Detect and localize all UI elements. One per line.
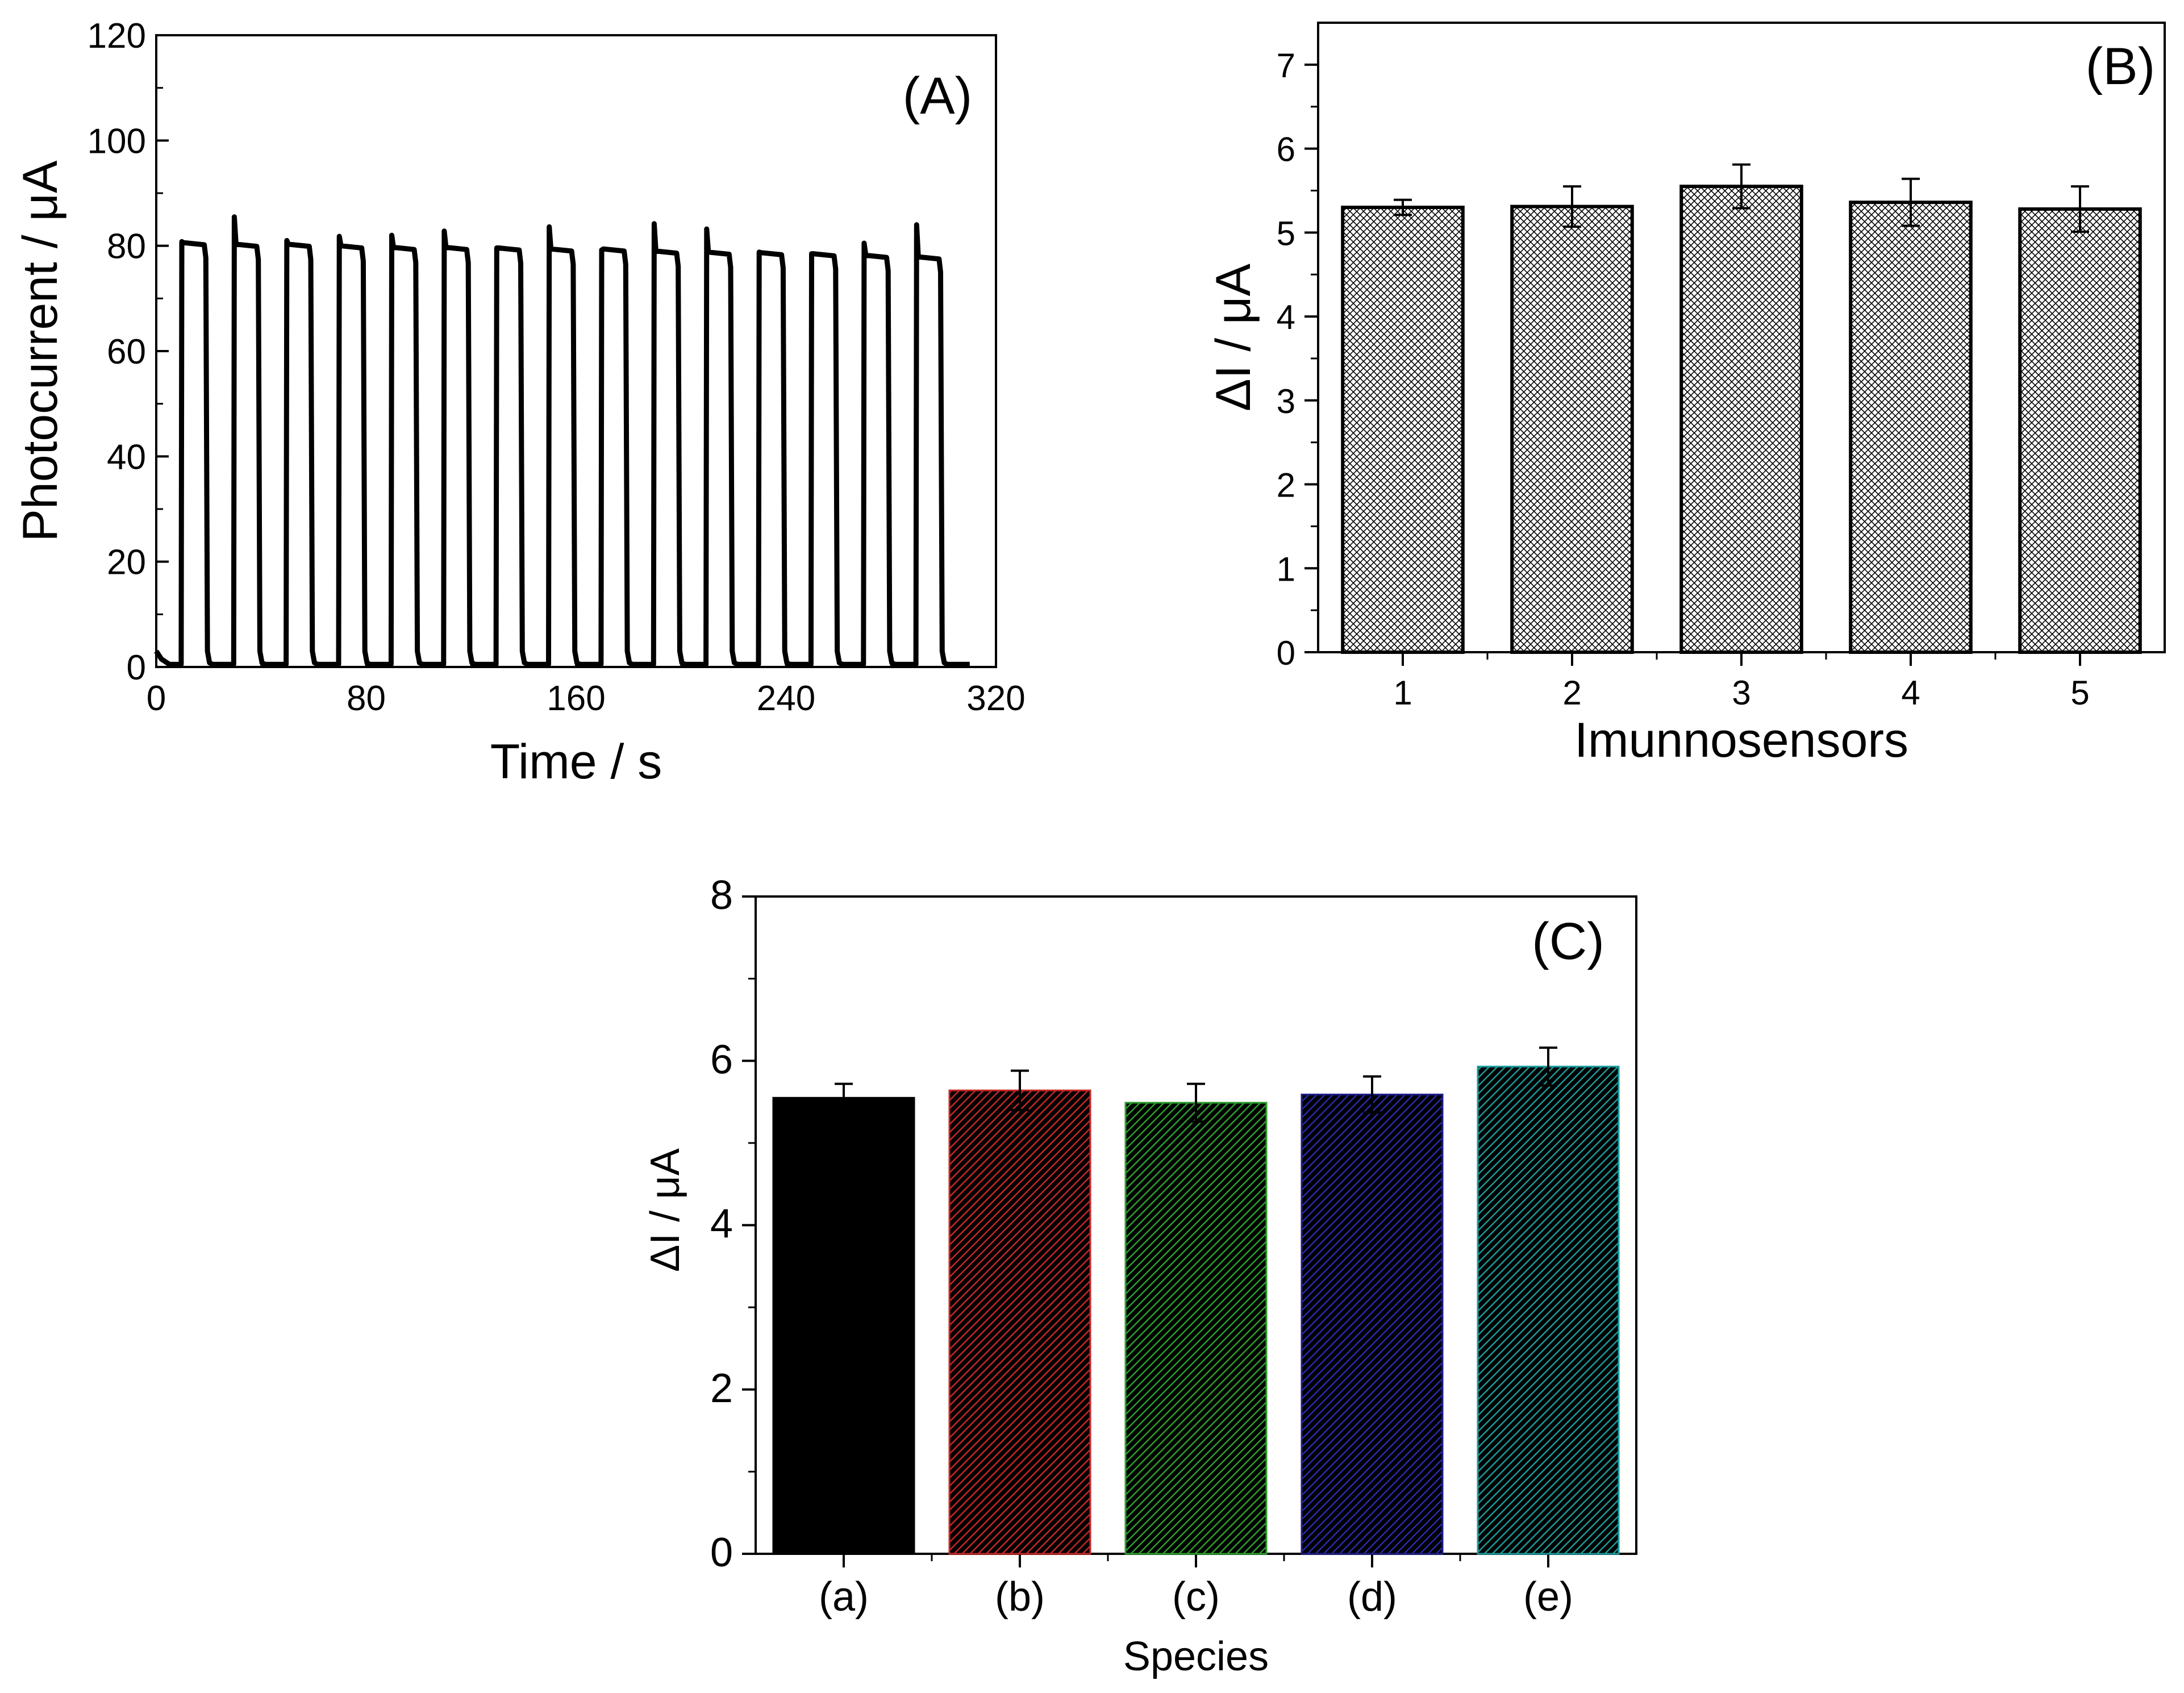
y-tick-label: 120 xyxy=(87,16,146,56)
bar-3 xyxy=(1679,185,1803,654)
x-tick-label: (a) xyxy=(819,1574,869,1620)
x-tick-label: 2 xyxy=(1562,674,1581,712)
bar-e xyxy=(1477,1065,1620,1555)
x-tick-label: (e) xyxy=(1523,1574,1573,1620)
panel-c-ticks: 0 2 4 6 8 (a) (b) (c) (d) (e) xyxy=(710,873,1573,1620)
y-tick-label: 100 xyxy=(87,122,146,161)
y-tick-label: 60 xyxy=(107,332,146,372)
y-tick-label: 8 xyxy=(710,873,733,918)
y-tick-label: 20 xyxy=(107,543,146,582)
panel-c-ylabel: ΔI / μA xyxy=(643,1148,688,1272)
panel-c-bars xyxy=(772,1046,1620,1555)
x-tick-label: 240 xyxy=(757,679,815,718)
y-tick-label: 3 xyxy=(1277,382,1295,420)
y-tick-label: 2 xyxy=(1277,466,1295,504)
panel-c-label: (C) xyxy=(1532,912,1604,970)
y-tick-label: 0 xyxy=(1277,634,1295,672)
panel-a-ylabel: Photocurrent / μA xyxy=(13,160,68,542)
y-tick-label: 2 xyxy=(710,1366,733,1411)
panel-a-ticks: 0 20 40 60 80 100 120 0 80 160 240 320 xyxy=(87,16,1026,718)
y-tick-label: 5 xyxy=(1277,214,1295,252)
photocurrent-trace xyxy=(154,214,970,667)
y-tick-label: 4 xyxy=(1277,298,1295,336)
panel-b-ylabel: ΔI / μA xyxy=(1206,263,1261,411)
bar-4 xyxy=(1849,201,1973,654)
panel-b-xlabel: Imunnosensors xyxy=(1574,713,1908,768)
x-tick-label: (d) xyxy=(1347,1574,1397,1620)
bar-d xyxy=(1301,1094,1444,1555)
bar-1 xyxy=(1341,206,1465,654)
y-tick-label: 80 xyxy=(107,227,146,266)
x-tick-label: 4 xyxy=(1901,674,1920,712)
y-tick-label: 6 xyxy=(710,1037,733,1082)
y-tick-label: 0 xyxy=(127,648,146,687)
panel-a-label: (A) xyxy=(903,67,973,125)
bar-5 xyxy=(2018,207,2142,654)
x-tick-label: 5 xyxy=(2070,674,2089,712)
y-tick-label: 40 xyxy=(107,437,146,477)
x-tick-label: 320 xyxy=(966,679,1025,718)
x-tick-label: 160 xyxy=(547,679,605,718)
panel-b-ticks: 0 1 2 3 4 5 6 7 1 2 3 4 5 xyxy=(1277,47,2090,712)
panel-a-xlabel: Time / s xyxy=(490,735,662,789)
y-tick-label: 4 xyxy=(710,1202,733,1247)
bar-a xyxy=(772,1096,915,1555)
x-tick-label: 3 xyxy=(1732,674,1750,712)
panel-b-label: (B) xyxy=(2086,37,2156,95)
panel-c: 0 2 4 6 8 (a) (b) (c) (d) (e) (C) Species ΔI / μA xyxy=(643,873,1637,1679)
y-tick-label: 7 xyxy=(1277,47,1295,85)
bar-b xyxy=(948,1089,1091,1555)
y-tick-label: 6 xyxy=(1277,131,1295,169)
panel-a: 0 20 40 60 80 100 120 0 80 160 240 320 (A) Time / s… xyxy=(13,16,1026,789)
bar-2 xyxy=(1510,205,1634,654)
y-tick-label: 1 xyxy=(1277,550,1295,588)
x-tick-label: 1 xyxy=(1393,674,1412,712)
x-tick-label: (c) xyxy=(1172,1574,1220,1620)
x-tick-label: 0 xyxy=(147,679,166,718)
panel-a-plot xyxy=(154,214,970,667)
x-tick-label: 80 xyxy=(347,679,386,718)
y-tick-label: 0 xyxy=(710,1530,733,1575)
panel-b-bars xyxy=(1341,163,2142,654)
x-tick-label: (b) xyxy=(995,1574,1045,1620)
panel-c-xlabel: Species xyxy=(1123,1634,1269,1679)
panel-b: 0 1 2 3 4 5 6 7 1 2 3 4 5 (B) Imunnosensors ΔI / μA xyxy=(1206,22,2166,768)
bar-c xyxy=(1124,1102,1268,1555)
